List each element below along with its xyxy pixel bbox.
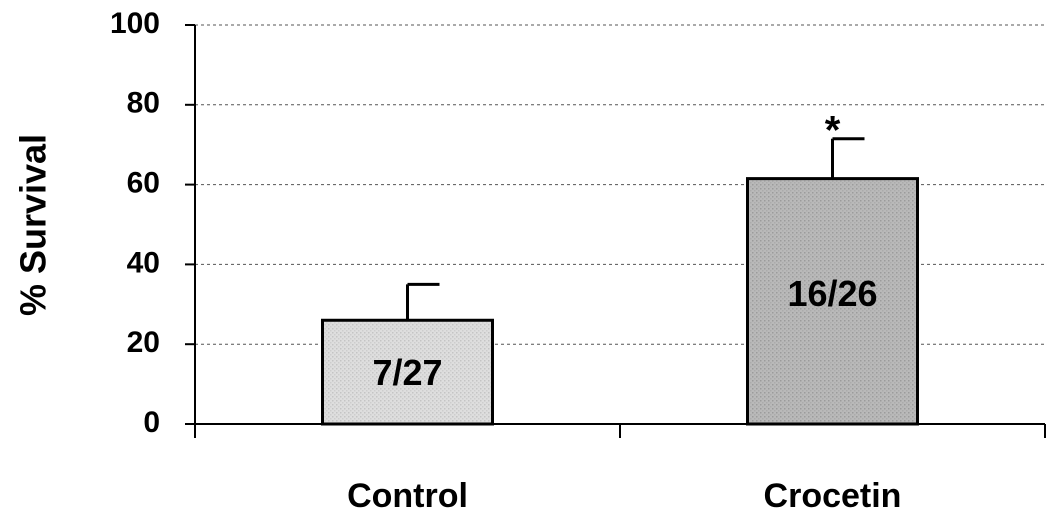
y-tick-label: 80: [127, 87, 160, 120]
x-tick-label: Crocetin: [764, 477, 902, 515]
bar-label: 7/27: [372, 352, 442, 393]
y-tick-label: 60: [127, 167, 160, 200]
y-tick-label: 100: [110, 7, 160, 40]
bar-label: 16/26: [787, 273, 877, 314]
y-tick-label: 0: [143, 406, 160, 439]
y-tick-label: 40: [127, 246, 160, 279]
bar-texture: [749, 180, 916, 422]
x-tick-label: Control: [347, 477, 468, 515]
y-tick-label: 20: [127, 326, 160, 359]
y-axis-label: % Survival: [13, 134, 54, 316]
bar-texture: [324, 322, 491, 422]
significance-marker: *: [825, 108, 841, 152]
